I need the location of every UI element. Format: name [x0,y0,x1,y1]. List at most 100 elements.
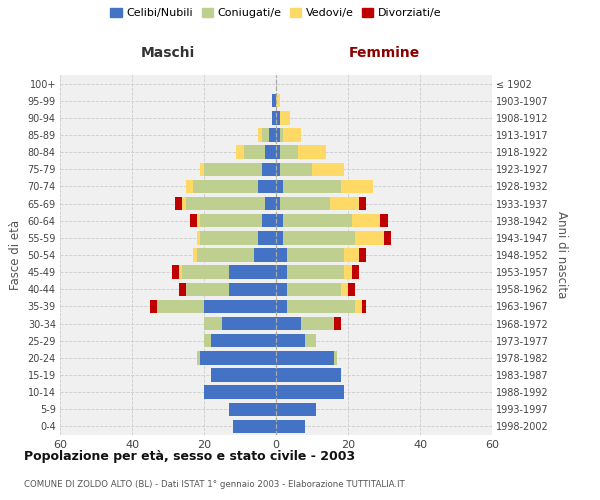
Bar [254,248,276,262]
Y-axis label: Anni di nascita: Anni di nascita [556,212,568,298]
Bar [287,300,355,313]
Bar [233,420,276,433]
Bar [204,162,262,176]
Bar [344,266,352,279]
Bar [287,266,344,279]
Bar [276,111,280,124]
Bar [204,300,276,313]
Bar [200,351,276,364]
Bar [258,180,276,193]
Legend: Celibi/Nubili, Coniugati/e, Vedovi/e, Divorziati/e: Celibi/Nubili, Coniugati/e, Vedovi/e, Di… [108,6,444,20]
Bar [265,197,276,210]
Bar [276,146,280,159]
Bar [222,317,276,330]
Bar [276,420,305,433]
Bar [276,231,283,244]
Bar [305,334,316,347]
Bar [276,94,280,108]
Bar [280,162,312,176]
Bar [334,317,341,330]
Bar [179,266,182,279]
Bar [348,282,355,296]
Bar [283,128,301,141]
Bar [204,334,211,347]
Bar [197,214,200,228]
Bar [301,317,334,330]
Bar [157,300,204,313]
Bar [182,197,186,210]
Bar [186,197,265,210]
Bar [186,282,229,296]
Bar [334,351,337,364]
Bar [175,197,182,210]
Bar [262,128,269,141]
Bar [312,162,344,176]
Bar [229,282,276,296]
Bar [276,282,287,296]
Bar [276,351,334,364]
Bar [359,248,366,262]
Bar [272,94,276,108]
Bar [298,146,326,159]
Bar [276,128,280,141]
Bar [283,231,355,244]
Bar [341,282,348,296]
Bar [197,248,254,262]
Bar [280,111,290,124]
Bar [258,128,262,141]
Bar [276,402,316,416]
Bar [276,214,283,228]
Bar [352,266,359,279]
Bar [258,231,276,244]
Bar [352,214,380,228]
Bar [150,300,157,313]
Bar [236,146,244,159]
Bar [204,317,222,330]
Bar [244,146,265,159]
Bar [179,282,186,296]
Bar [229,266,276,279]
Text: COMUNE DI ZOLDO ALTO (BL) - Dati ISTAT 1° gennaio 2003 - Elaborazione TUTTITALIA: COMUNE DI ZOLDO ALTO (BL) - Dati ISTAT 1… [24,480,405,489]
Bar [359,197,366,210]
Bar [276,368,341,382]
Bar [211,368,276,382]
Bar [276,248,287,262]
Text: Femmine: Femmine [349,46,419,60]
Bar [384,231,391,244]
Bar [355,231,384,244]
Bar [362,300,366,313]
Bar [276,317,301,330]
Bar [182,266,229,279]
Bar [276,300,287,313]
Bar [280,197,330,210]
Bar [272,111,276,124]
Bar [190,214,197,228]
Bar [172,266,179,279]
Bar [276,197,280,210]
Text: Maschi: Maschi [141,46,195,60]
Bar [380,214,388,228]
Bar [341,180,373,193]
Bar [344,248,359,262]
Bar [200,231,258,244]
Bar [229,402,276,416]
Bar [204,386,276,399]
Bar [287,248,344,262]
Bar [262,162,276,176]
Bar [211,334,276,347]
Bar [276,162,280,176]
Bar [200,214,262,228]
Bar [280,128,283,141]
Bar [330,197,359,210]
Bar [276,180,283,193]
Text: Popolazione per età, sesso e stato civile - 2003: Popolazione per età, sesso e stato civil… [24,450,355,463]
Bar [197,231,200,244]
Bar [265,146,276,159]
Bar [262,214,276,228]
Bar [287,282,341,296]
Y-axis label: Fasce di età: Fasce di età [9,220,22,290]
Bar [197,351,200,364]
Bar [276,334,305,347]
Bar [280,146,298,159]
Bar [283,214,352,228]
